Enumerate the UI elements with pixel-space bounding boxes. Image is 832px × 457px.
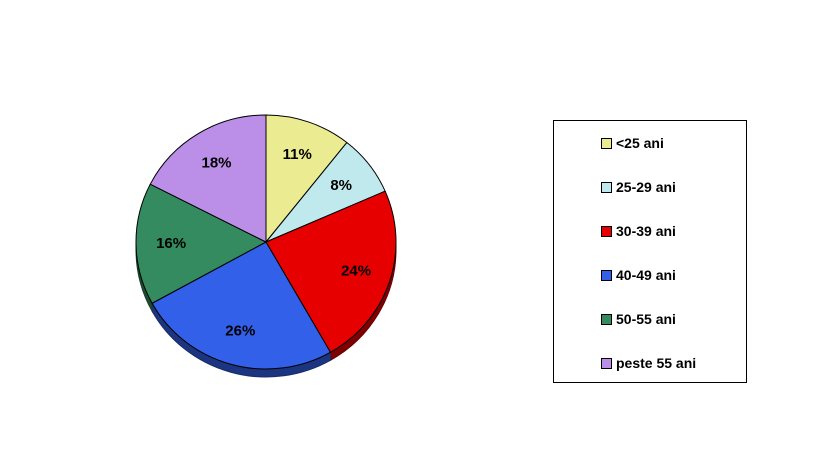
pie-slices-layer — [135, 114, 397, 370]
legend-label-40-49: 40-49 ani — [616, 267, 676, 283]
data-label-25-29: 8% — [330, 177, 352, 194]
pie-labels-layer: 11% 8% 24% 26% 16% 18% — [156, 146, 371, 340]
legend-label-over-55: peste 55 ani — [616, 355, 697, 371]
pie-slice-50-55 — [135, 183, 267, 304]
legend-item-40-49: 40-49 ani — [601, 267, 676, 283]
data-label-40-49: 26% — [225, 323, 255, 340]
data-label-50-55: 16% — [156, 235, 186, 252]
legend-label-25-29: 25-29 ani — [616, 179, 676, 195]
legend-item-30-39: 30-39 ani — [601, 223, 676, 239]
data-label-over-55: 18% — [201, 154, 231, 171]
legend-label-30-39: 30-39 ani — [616, 223, 676, 239]
legend-label-under-25: <25 ani — [616, 135, 664, 151]
legend-item-25-29: 25-29 ani — [601, 179, 676, 195]
legend-swatch-50-55 — [601, 313, 612, 325]
pie-slice-over-55 — [149, 114, 267, 243]
legend-item-under-25: <25 ani — [601, 135, 664, 151]
legend-label-50-55: 50-55 ani — [616, 311, 676, 327]
legend-item-over-55: peste 55 ani — [601, 355, 696, 371]
pie-slice-30-39 — [265, 190, 397, 353]
legend-swatch-over-55 — [601, 357, 612, 369]
legend-swatch-under-25 — [601, 137, 612, 149]
legend-swatch-25-29 — [601, 181, 612, 193]
legend-item-50-55: 50-55 ani — [601, 311, 676, 327]
pie-slice-40-49 — [151, 241, 331, 370]
pie-slice-under-25 — [265, 114, 348, 243]
data-label-under-25: 11% — [283, 146, 312, 163]
legend-swatch-40-49 — [601, 269, 612, 281]
legend-swatch-30-39 — [601, 225, 612, 237]
data-label-30-39: 24% — [341, 263, 371, 280]
chart-legend: <25 ani 25-29 ani 30-39 ani 40-49 ani 50… — [553, 120, 747, 383]
